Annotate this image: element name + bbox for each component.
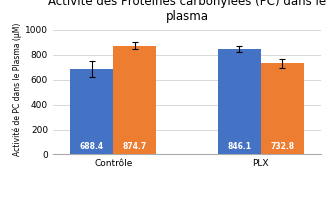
Bar — [261, 63, 304, 154]
Legend: jour 1, jour 21: jour 1, jour 21 — [138, 196, 236, 198]
Title: Activité des Protéines carbonylées (PC) dans le
plasma: Activité des Protéines carbonylées (PC) … — [48, 0, 326, 23]
Bar — [71, 69, 113, 154]
Y-axis label: Activité de PC dans le Plasma (µM): Activité de PC dans le Plasma (µM) — [13, 22, 22, 156]
Text: 846.1: 846.1 — [227, 142, 251, 151]
Text: 874.7: 874.7 — [122, 142, 147, 151]
Bar — [113, 46, 156, 154]
Text: 732.8: 732.8 — [270, 142, 294, 151]
Bar — [218, 49, 261, 154]
Text: 688.4: 688.4 — [80, 142, 104, 151]
